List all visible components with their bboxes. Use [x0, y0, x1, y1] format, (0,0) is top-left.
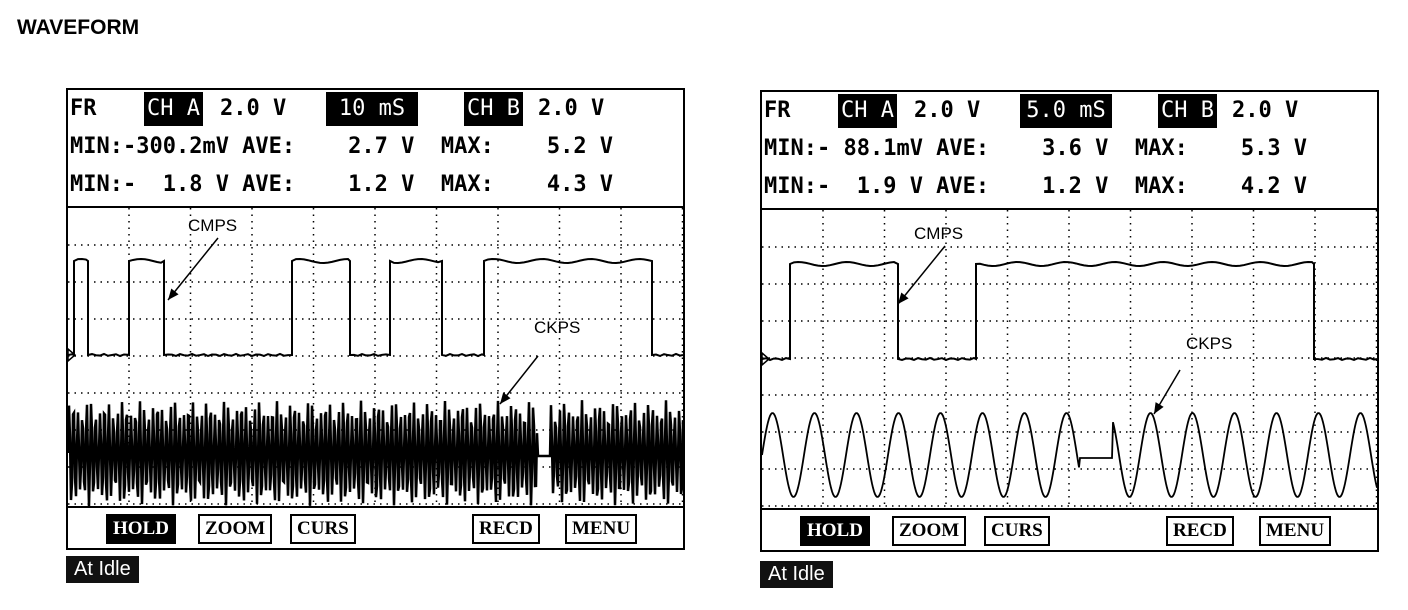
frame-label: FR [764, 98, 791, 123]
cmps-arrow-icon [897, 245, 946, 305]
cmps-trace [68, 257, 683, 358]
channel-settings-row: FR CH A 2.0 V 10 mS CH B 2.0 V [68, 92, 683, 126]
oscilloscope-screen-2: FR CH A 2.0 V 5.0 mS CH B 2.0 V MIN:- 88.1mV A… [760, 90, 1379, 552]
recd-button[interactable]: RECD [1166, 516, 1234, 546]
arrowhead-icon [500, 392, 511, 404]
ground-marker-icon [762, 352, 771, 366]
menu-button[interactable]: MENU [1259, 516, 1332, 546]
recd-button[interactable]: RECD [472, 514, 540, 544]
channel-a-stats: MIN:-300.2mV AVE: 2.7 V MAX: 5.2 V [70, 134, 614, 159]
hold-button[interactable]: HOLD [800, 516, 870, 546]
hold-button[interactable]: HOLD [106, 514, 176, 544]
oscilloscope-screen-1: FR CH A 2.0 V 10 mS CH B 2.0 V MIN:-300.2mV AV… [66, 88, 685, 550]
caption-2: At Idle [760, 561, 833, 588]
ckps-label: CKPS [1186, 334, 1233, 353]
frame-label: FR [70, 96, 97, 121]
softkey-bar: HOLD ZOOM CURS RECD MENU [68, 506, 683, 548]
page-title: WAVEFORM [17, 16, 140, 39]
curs-button[interactable]: CURS [984, 516, 1050, 546]
arrowhead-icon [898, 292, 909, 304]
readout-panel: FR CH A 2.0 V 5.0 mS CH B 2.0 V MIN:- 88.1mV A… [762, 92, 1377, 210]
channel-b-label: CH B [1158, 94, 1217, 128]
cmps-trace [762, 260, 1377, 362]
arrowhead-icon [1154, 402, 1164, 414]
channel-b-stats: MIN:- 1.9 V AVE: 1.2 V MAX: 4.2 V [764, 174, 1308, 199]
channel-a-scale: 2.0 V [914, 98, 981, 123]
ckps-label: CKPS [534, 318, 581, 337]
timebase: 5.0 mS [1020, 94, 1112, 128]
channel-b-stats: MIN:- 1.8 V AVE: 1.2 V MAX: 4.3 V [70, 172, 614, 197]
menu-button[interactable]: MENU [565, 514, 638, 544]
channel-a-stats: MIN:- 88.1mV AVE: 3.6 V MAX: 5.3 V [764, 136, 1308, 161]
cmps-arrow-icon [167, 237, 219, 301]
caption-1: At Idle [66, 556, 139, 583]
curs-button[interactable]: CURS [290, 514, 356, 544]
channel-settings-row: FR CH A 2.0 V 5.0 mS CH B 2.0 V [762, 94, 1377, 128]
waveform-grid [68, 208, 683, 506]
ground-marker-icon [68, 348, 77, 362]
zoom-button[interactable]: ZOOM [892, 516, 967, 546]
channel-b-scale: 2.0 V [538, 96, 605, 121]
channel-b-scale: 2.0 V [1232, 98, 1299, 123]
channel-a-scale: 2.0 V [220, 96, 287, 121]
ckps-trace [68, 400, 683, 506]
channel-b-label: CH B [464, 92, 523, 126]
ckps-trace [762, 412, 1377, 498]
zoom-button[interactable]: ZOOM [198, 514, 273, 544]
channel-a-label: CH A [838, 94, 897, 128]
arrowhead-icon [168, 288, 179, 300]
readout-panel: FR CH A 2.0 V 10 mS CH B 2.0 V MIN:-300.2mV AV… [68, 90, 683, 208]
waveform-grid [762, 210, 1377, 508]
cmps-label: CMPS [188, 216, 238, 235]
timebase: 10 mS [326, 92, 418, 126]
cmps-label: CMPS [914, 224, 964, 243]
channel-a-label: CH A [144, 92, 203, 126]
softkey-bar: HOLD ZOOM CURS RECD MENU [762, 508, 1377, 550]
